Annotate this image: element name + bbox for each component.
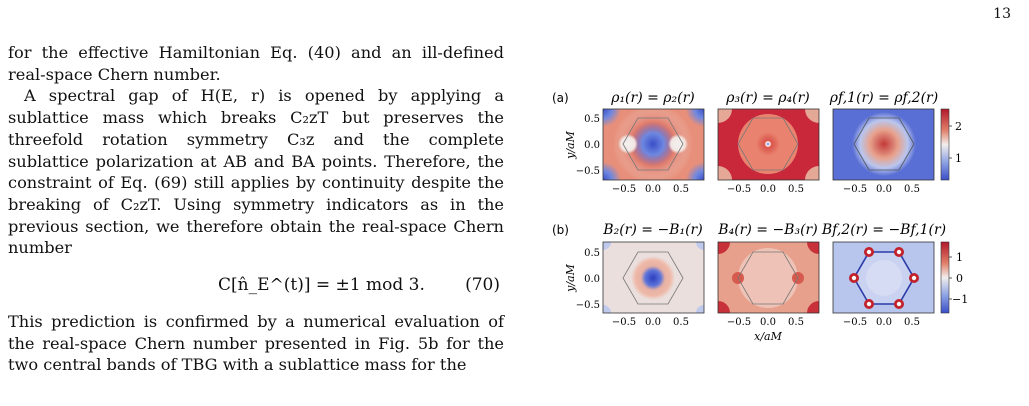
x-tick-a2-neg: −0.5 (727, 184, 751, 195)
x-tick-b1-pos: 0.5 (673, 317, 689, 328)
y-tick-b-top: 0.5 (584, 248, 600, 259)
y-tick-a-top: 0.5 (584, 114, 600, 125)
x-tick-b1-zero: 0.0 (645, 317, 661, 328)
x-tick-b3-neg: −0.5 (843, 317, 867, 328)
equation-70: C[n̂_E^(t)] = ±1 mod 3. (70) (8, 265, 504, 309)
x-tick-b3-pos: 0.5 (904, 317, 920, 328)
x-tick-a1-zero: 0.0 (645, 184, 661, 195)
y-tick-a-mid: 0.0 (584, 140, 600, 151)
equation-body: C[n̂_E^(t)] = ±1 mod 3. (218, 275, 425, 296)
y-tick-a-bot: −0.5 (576, 166, 600, 177)
paragraph-3: This prediction is confirmed by a numeri… (8, 312, 504, 375)
panel-b3-heatmap (833, 242, 934, 313)
row-b-label: (b) (552, 223, 569, 237)
panel-a3-title: ρf,1(r) = ρf,2(r) (829, 90, 938, 106)
equation-number: (70) (465, 275, 500, 296)
panel-b1-title: B₂(r) = −B₁(r) (602, 222, 702, 238)
colorbar-b-tick-neg1: −1 (952, 293, 968, 306)
x-tick-b2-neg: −0.5 (727, 317, 751, 328)
x-tick-a2-zero: 0.0 (760, 184, 776, 195)
panel-a1-title: ρ₁(r) = ρ₂(r) (610, 90, 695, 106)
x-tick-a1-neg: −0.5 (612, 184, 636, 195)
colorbar-a-tick-2: 2 (955, 120, 962, 133)
colorbar-b-tick-0: 0 (956, 272, 963, 285)
colorbar-b-tick-1: 1 (956, 251, 963, 264)
y-tick-b-bot: −0.5 (576, 300, 600, 311)
panel-b3-title: Bf,2(r) = −Bf,1(r) (821, 222, 946, 238)
panel-a1-heatmap (603, 109, 704, 180)
x-tick-a3-neg: −0.5 (843, 184, 867, 195)
y-axis-label-b: y/aM (564, 263, 577, 292)
paragraph-1: for the effective Hamiltonian Eq. (40) a… (8, 43, 504, 84)
x-tick-a1-pos: 0.5 (673, 184, 689, 195)
x-tick-b3-zero: 0.0 (876, 317, 892, 328)
figure-5: (a) (b) ρ₁(r) = ρ₂(r) ρ₃(r) = ρ₄(r) ρf,1… (518, 84, 1018, 384)
y-axis-label-a: y/aM (564, 130, 577, 159)
panel-b2-heatmap (718, 242, 819, 313)
panel-a3-heatmap (833, 109, 934, 180)
body-text-column: for the effective Hamiltonian Eq. (40) a… (8, 42, 504, 376)
paragraph-2: A spectral gap of H(E, r) is opened by a… (8, 86, 504, 258)
panel-b2-title: B₄(r) = −B₃(r) (717, 222, 817, 238)
panel-a2-heatmap (718, 109, 819, 180)
x-tick-b2-zero: 0.0 (760, 317, 776, 328)
colorbar-a-tick-1: 1 (955, 152, 962, 165)
x-tick-a3-zero: 0.0 (876, 184, 892, 195)
row-a-label: (a) (552, 91, 569, 105)
page-number: 13 (993, 6, 1011, 22)
x-axis-label: x/aM (754, 330, 782, 343)
x-tick-b1-neg: −0.5 (612, 317, 636, 328)
x-tick-a2-pos: 0.5 (788, 184, 804, 195)
panel-a2-title: ρ₃(r) = ρ₄(r) (725, 90, 810, 106)
x-tick-a3-pos: 0.5 (904, 184, 920, 195)
panel-b1-heatmap (603, 242, 704, 313)
colorbar-a (940, 108, 950, 181)
colorbar-b (940, 241, 950, 314)
x-tick-b2-pos: 0.5 (788, 317, 804, 328)
y-tick-b-mid: 0.0 (584, 274, 600, 285)
